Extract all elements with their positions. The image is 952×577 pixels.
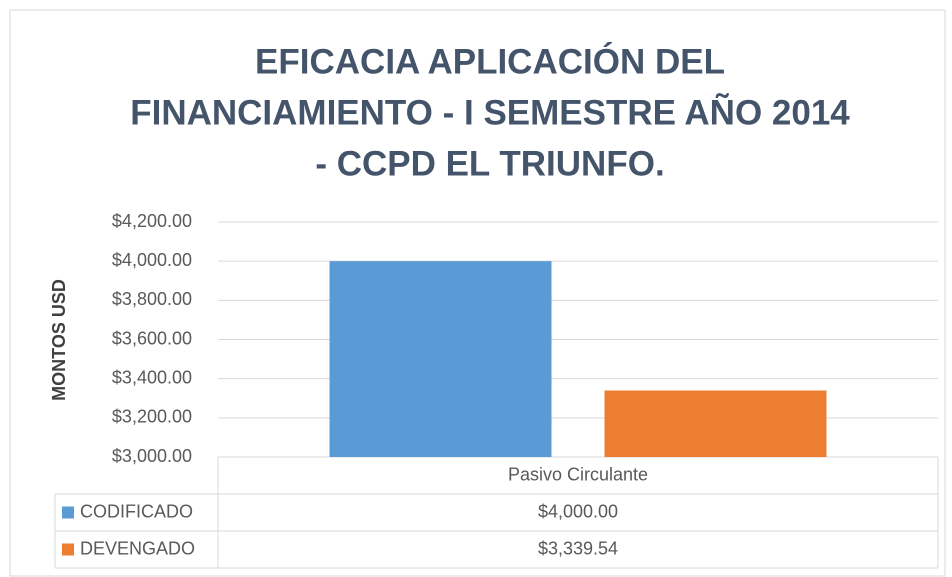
chart-title: FINANCIAMIENTO - I SEMESTRE AÑO 2014 [130,93,850,132]
data-label: $4,000.00 [538,501,618,521]
bar [329,261,552,457]
y-tick-label: $3,000.00 [112,446,192,466]
y-tick-label: $3,400.00 [112,367,192,387]
y-tick-label: $3,200.00 [112,407,192,427]
legend-label: DEVENGADO [80,538,195,558]
y-tick-label: $3,800.00 [112,289,192,309]
y-tick-label: $4,000.00 [112,250,192,270]
chart-title: - CCPD EL TRIUNFO. [315,144,664,183]
legend-swatch [62,506,74,519]
chart-title: EFICACIA APLICACIÓN DEL [255,41,725,81]
bar [604,390,827,457]
legend-swatch [62,543,74,556]
y-axis-label: MONTOS USD [49,279,69,401]
x-tick-label: Pasivo Circulante [508,464,648,484]
legend-label: CODIFICADO [80,501,193,521]
y-tick-label: $3,600.00 [112,328,192,348]
y-tick-label: $4,200.00 [112,211,192,231]
data-label: $3,339.54 [538,538,618,558]
